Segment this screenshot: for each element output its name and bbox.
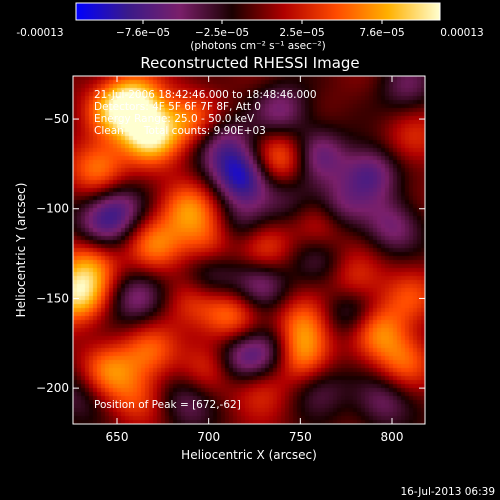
x-tick-label: 650 bbox=[106, 430, 129, 444]
colorbar-ticks bbox=[142, 20, 383, 24]
colorbar-tick-label: −7.6e−05 bbox=[116, 27, 170, 39]
x-tick-label: 750 bbox=[289, 430, 312, 444]
annotation-energy-range: Energy Range: 25.0 - 50.0 keV bbox=[94, 113, 255, 125]
annotation-clean-counts: Clean Total counts: 9.90E+03 bbox=[94, 125, 266, 137]
x-tick-label: 700 bbox=[197, 430, 220, 444]
colorbar: -0.00013 −7.6e−05 −2.5e−05 2.5e−05 7.6e−… bbox=[16, 2, 484, 52]
y-axis-label: Heliocentric Y (arcsec) bbox=[14, 183, 28, 318]
annotation-time-range: 21-Jul-2006 18:42:46.000 to 18:48:46.000 bbox=[94, 89, 317, 101]
annotation-peak-position: Position of Peak = [672,-62] bbox=[94, 399, 241, 411]
colorbar-tick-label: −2.5e−05 bbox=[195, 27, 249, 39]
y-tick-label: −50 bbox=[44, 112, 69, 126]
colorbar-tick-label: -0.00013 bbox=[16, 27, 63, 39]
y-tick-label: −100 bbox=[36, 202, 69, 216]
colorbar-tick-label: 0.00013 bbox=[440, 27, 483, 39]
colorbar-units: (photons cm⁻² s⁻¹ asec⁻²) bbox=[190, 40, 325, 52]
annotation-detectors: Detectors: 4F 5F 6F 7F 8F, Att 0 bbox=[94, 101, 261, 113]
x-axis-ticks: 650 700 750 800 bbox=[106, 76, 404, 444]
chart-title: Reconstructed RHESSI Image bbox=[140, 54, 359, 72]
colorbar-strip bbox=[75, 2, 441, 21]
y-tick-label: −200 bbox=[36, 381, 69, 395]
x-axis-label: Heliocentric X (arcsec) bbox=[181, 448, 317, 462]
x-tick-label: 800 bbox=[381, 430, 404, 444]
colorbar-tick-label: 2.5e−05 bbox=[279, 27, 324, 39]
footer-timestamp: 16-Jul-2013 06:39 bbox=[400, 486, 495, 498]
heatmap-image bbox=[73, 76, 425, 424]
colorbar-tick-label: 7.6e−05 bbox=[359, 27, 404, 39]
y-axis-ticks: −50 −100 −150 −200 bbox=[36, 112, 425, 395]
plot-frame bbox=[72, 75, 426, 425]
y-tick-label: −150 bbox=[36, 291, 69, 305]
